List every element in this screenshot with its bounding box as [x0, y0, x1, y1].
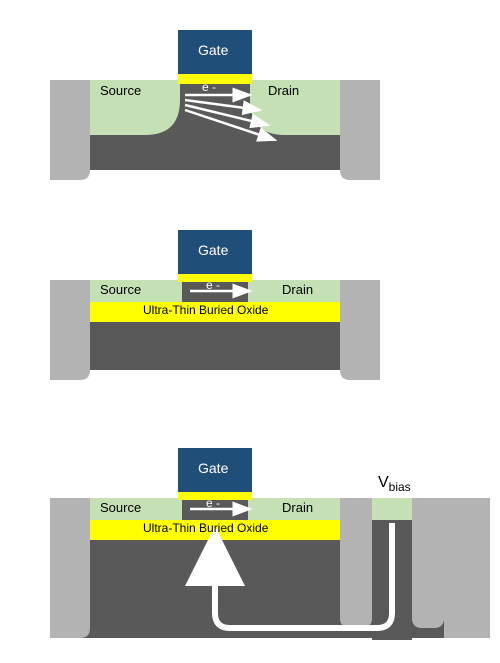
soi-mosfet-panel: Gate Source Drain e - Ultra-Thin Buried … — [50, 220, 380, 380]
gate-label: Gate — [198, 460, 228, 476]
electron-label: e - — [202, 80, 216, 94]
electron-label: e - — [206, 496, 220, 510]
vbias-sub: bias — [389, 480, 411, 494]
source-label: Source — [100, 500, 141, 515]
drain-label: Drain — [282, 500, 313, 515]
gate-label: Gate — [198, 242, 228, 258]
vbias-label: Vbias — [378, 474, 411, 494]
soi-bias-panel: Gate Source Drain e - Ultra-Thin Buried … — [50, 438, 490, 638]
box-label: Ultra-Thin Buried Oxide — [143, 303, 268, 317]
vbias-v: V — [378, 474, 389, 491]
gate-label: Gate — [198, 42, 228, 58]
drain-label: Drain — [268, 83, 299, 98]
drain-label: Drain — [282, 282, 313, 297]
source-label: Source — [100, 282, 141, 297]
source-label: Source — [100, 83, 141, 98]
soi-bias-svg — [50, 438, 490, 648]
electron-label: e - — [206, 278, 220, 292]
box-label: Ultra-Thin Buried Oxide — [143, 521, 268, 535]
bulk-mosfet-panel: Gate Source Drain e - — [50, 20, 380, 180]
